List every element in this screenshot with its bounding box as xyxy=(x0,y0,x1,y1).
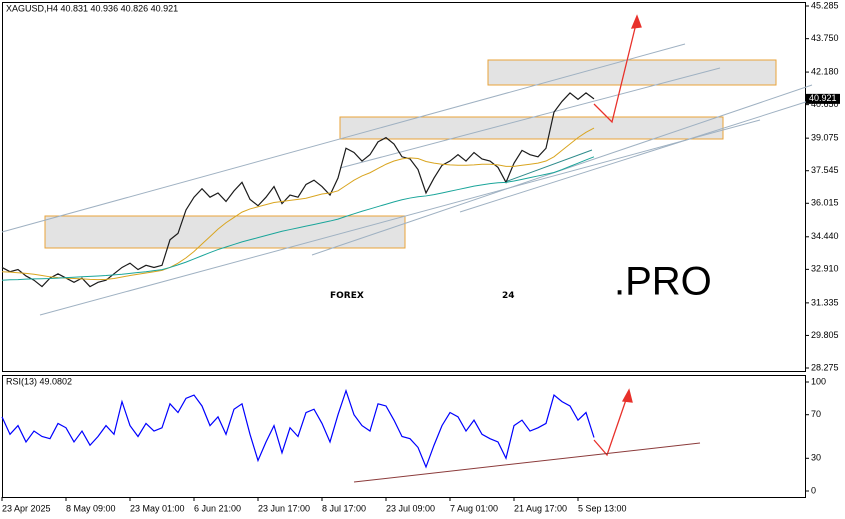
x-tick-label: 23 Jul 09:00 xyxy=(386,503,435,513)
y-tick-label: 30 xyxy=(811,453,821,463)
y-tick-label: 36.015 xyxy=(811,198,839,208)
trend-line xyxy=(339,67,721,169)
y-tick-label: 31.335 xyxy=(811,297,839,307)
x-tick-label: 8 Jul 17:00 xyxy=(322,503,366,513)
rsi-forecast-arrow xyxy=(593,393,629,457)
y-tick-label: 28.275 xyxy=(811,362,839,372)
y-tick-label: 0 xyxy=(811,485,816,495)
last-price-tag xyxy=(806,93,840,104)
watermark-part: 24 xyxy=(502,291,515,301)
x-tick-label: 5 Sep 13:00 xyxy=(578,503,627,513)
price-panel xyxy=(2,2,806,372)
y-tick-label: 43.750 xyxy=(811,33,839,43)
y-tick-label: 40.650 xyxy=(811,99,839,109)
x-tick-label: 23 Apr 2025 xyxy=(2,503,51,513)
support-zone xyxy=(44,215,406,249)
x-tick-label: 8 May 09:00 xyxy=(66,503,116,513)
y-tick-label: 37.545 xyxy=(811,165,839,175)
moving-average xyxy=(1,127,595,281)
moving-average xyxy=(1,156,595,281)
trend-line xyxy=(504,149,593,183)
rsi-trend-line xyxy=(353,442,701,483)
x-tick-label: 21 Aug 17:00 xyxy=(514,503,567,513)
trend-line xyxy=(459,99,813,213)
y-tick-label: 29.805 xyxy=(811,330,839,340)
x-tick-label: 6 Jun 21:00 xyxy=(194,503,241,513)
rsi-title: RSI(13) 49.0802 xyxy=(6,376,72,386)
y-tick-label: 42.180 xyxy=(811,66,839,76)
forecast-arrow xyxy=(593,19,638,124)
arrows xyxy=(593,14,642,457)
y-tick-label: 70 xyxy=(811,409,821,419)
x-tick-label: 23 Jun 17:00 xyxy=(258,503,310,513)
y-tick-label: 39.075 xyxy=(811,133,839,143)
x-tick-label: 23 May 01:00 xyxy=(130,503,185,513)
zones xyxy=(44,59,777,249)
rsi-line xyxy=(1,388,595,469)
trend-line xyxy=(39,119,761,316)
y-tick-label: 100 xyxy=(811,376,826,386)
arrow-head xyxy=(630,14,642,29)
watermark-part: FOREX xyxy=(330,291,364,301)
y-tick-label: 34.440 xyxy=(811,231,839,241)
y-tick-label: 45.285 xyxy=(811,0,839,10)
last-price-label: 40.921 xyxy=(809,93,837,103)
mid-zone xyxy=(339,116,724,140)
y-tick-label: 32.910 xyxy=(811,264,839,274)
x-tick-label: 7 Aug 01:00 xyxy=(450,503,498,513)
trend-line xyxy=(1,43,686,233)
chart-title: XAGUSD,H4 40.831 40.936 40.826 40.921 xyxy=(6,3,178,13)
price-line xyxy=(1,92,595,288)
resistance-zone xyxy=(487,59,777,86)
trend-lines xyxy=(1,43,813,316)
arrow-head xyxy=(621,388,633,403)
watermark-part: .PRO xyxy=(614,260,712,304)
rsi-panel xyxy=(2,375,806,498)
